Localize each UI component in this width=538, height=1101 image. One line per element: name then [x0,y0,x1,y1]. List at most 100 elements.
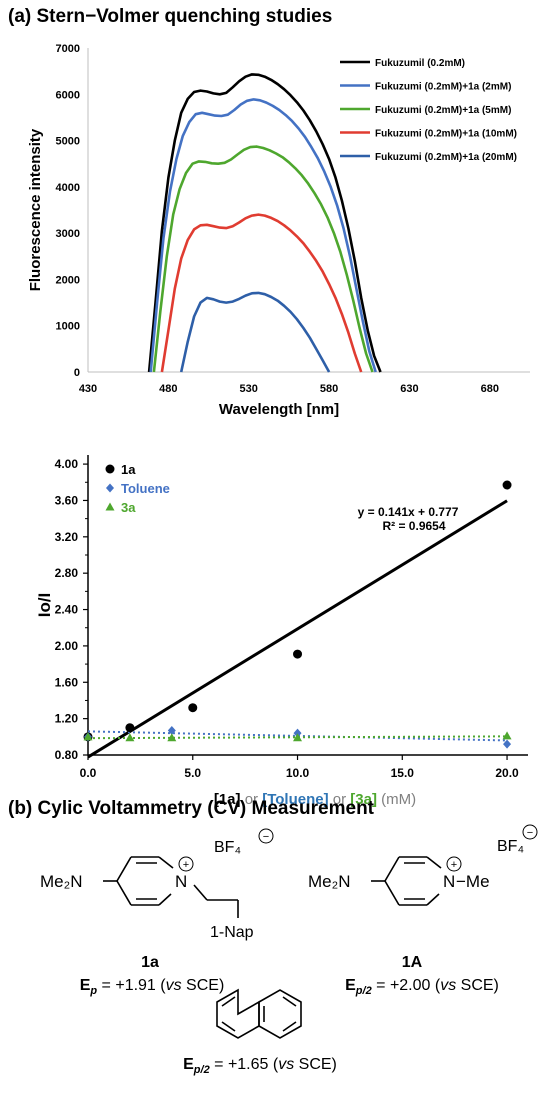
x-tick-label: 10.0 [286,766,310,780]
methyl-label-1A: −Me [456,872,490,891]
plus-sign-1a: + [183,859,189,871]
fluorescence-series-lines [147,73,382,373]
x-tick-label: 0.0 [80,766,97,780]
data-point-1a [293,649,303,659]
x-tick-label: 580 [320,383,338,395]
stern-volmer-fit-lines [87,499,508,759]
y-axis-title: Io/I [35,593,54,618]
fluorescence-chart: 0 1000 2000 3000 4000 5000 6000 7000 430 480 530 58… [27,43,530,418]
x-tick-label: 15.0 [391,766,415,780]
molecule-1a: Me₂N N + BF₄ − 1-Nap 1a Ep = +1.91 (vs S… [40,828,274,997]
bf4-label-1A: BF₄ [497,838,524,855]
y-tick-label: 2.40 [55,603,79,617]
y-tick-label: 4000 [56,182,80,194]
data-point-toluene [503,739,512,749]
fit-r-squared: R² = 0.9654 [382,519,445,533]
x-axis-title: Wavelength [nm] [219,401,339,418]
stern-volmer-chart: 0.80 1.20 1.60 2.00 2.40 2.80 3.20 3.60 4.00 0.0 5… [35,455,528,808]
x-tick-label: 530 [240,383,258,395]
y-tick-label: 6000 [56,89,80,101]
legend-entry: Fukuzumi (0.2mM)+1a (5mM) [375,105,511,116]
y-tick-label: 3000 [56,228,80,240]
plus-charge-icon [446,856,462,872]
legend-entry: Fukuzumi (0.2mM)+1a (10mM) [375,129,517,140]
x-tick-label: 680 [481,383,499,395]
n-label-1a: N [175,872,187,891]
legend-marker [106,483,114,493]
legend-marker [105,502,115,511]
x-tick-label: 5.0 [184,766,201,780]
stern-volmer-points [83,480,512,749]
minus-sign-1a: − [263,831,269,843]
series-line-4 [160,213,363,373]
potential-1A: Ep/2 = +2.00 (vs SCE) [345,977,499,997]
substituent-label-1a: 1-Nap [210,924,254,941]
pyridinium-ring-1A [371,856,442,906]
fluorescence-axes: 0 1000 2000 3000 4000 5000 6000 7000 430 480 530 58… [27,43,530,418]
y-tick-label: 3.20 [55,530,79,544]
data-point-toluene [293,728,302,738]
series-line-1 [147,73,382,373]
y-tick-label: 3.60 [55,493,79,507]
bf4-label-1a: BF₄ [214,839,241,856]
y-tick-label: 4.00 [55,457,79,471]
compound-label-1a: 1a [141,954,159,971]
data-point-1a [188,703,198,713]
x-tick-label: 630 [400,383,418,395]
data-point-1a [125,723,135,733]
data-point-3a [125,733,135,742]
fit-equation: y = 0.141x + 0.777 [358,505,459,519]
stern-volmer-axes: 0.80 1.20 1.60 2.00 2.40 2.80 3.20 3.60 4.00 0.0 5… [35,455,528,808]
legend-entry: 3a [121,500,136,515]
minus-charge-icon [258,828,274,844]
y-axis-title: Fluorescence intensity [27,128,44,291]
y-tick-label: 2000 [56,274,80,286]
section-a-title: (a) Stern−Volmer quenching studies [8,6,333,27]
y-tick-label: 2.00 [55,639,79,653]
data-point-3a [167,733,177,742]
data-point-3a [293,733,303,742]
y-tick-label: 1.60 [55,675,79,689]
legend-entry: Fukuzumil (0.2mM) [375,58,465,69]
y-tick-label: 2.80 [55,566,79,580]
stern-volmer-legend: 1a Toluene 3a [105,462,170,515]
y-tick-label: 5000 [56,136,80,148]
x-axis-title: [1a] or [Toluene] or [3a] (mM) [214,791,416,808]
legend-entry: Toluene [121,481,170,496]
plus-sign-1A: + [451,859,457,871]
x-tick-label: 20.0 [495,766,519,780]
y-tick-label: 1.20 [55,712,79,726]
linear-fit-line [87,499,508,759]
series-line-2 [149,98,377,373]
legend-entry: Fukuzumi (0.2mM)+1a (2mM) [375,82,511,93]
naphthalene-structure [216,988,302,1039]
plus-charge-icon [178,856,194,872]
y-tick-label: 0 [74,367,80,379]
fluorescence-legend: Fukuzumil (0.2mM) Fukuzumi (0.2mM)+1a (2m… [340,58,517,163]
minus-sign-1A: − [527,827,533,839]
series-line-5 [179,291,331,373]
y-tick-label: 7000 [56,43,80,55]
minus-charge-icon [522,824,538,840]
compound-label-1A: 1A [402,954,423,971]
data-point-3a [83,732,93,741]
data-point-3a [502,731,512,740]
y-tick-label: 0.80 [55,748,79,762]
data-point-toluene [167,725,176,735]
potential-naphthalene: Ep/2 = +1.65 (vs SCE) [183,1056,337,1076]
me2n-label-1A: Me₂N [308,872,351,891]
x-tick-label: 430 [79,383,97,395]
pyridinium-ring-1a [103,856,239,918]
me2n-label-1a: Me₂N [40,872,83,891]
n-label-1A: N [443,872,455,891]
molecule-1A: Me₂N N + −Me BF₄ − 1A Ep/2 = +2.00 (vs S… [308,824,538,997]
series-line-3 [152,145,374,373]
legend-marker [105,464,115,474]
section-b-title: (b) Cylic Voltammetry (CV) Measurement [8,798,375,819]
legend-entry: 1a [121,462,136,477]
x-tick-label: 480 [159,383,177,395]
legend-entry: Fukuzumi (0.2mM)+1a (20mM) [375,152,517,163]
y-tick-label: 1000 [56,321,80,333]
data-point-1a [502,480,512,490]
